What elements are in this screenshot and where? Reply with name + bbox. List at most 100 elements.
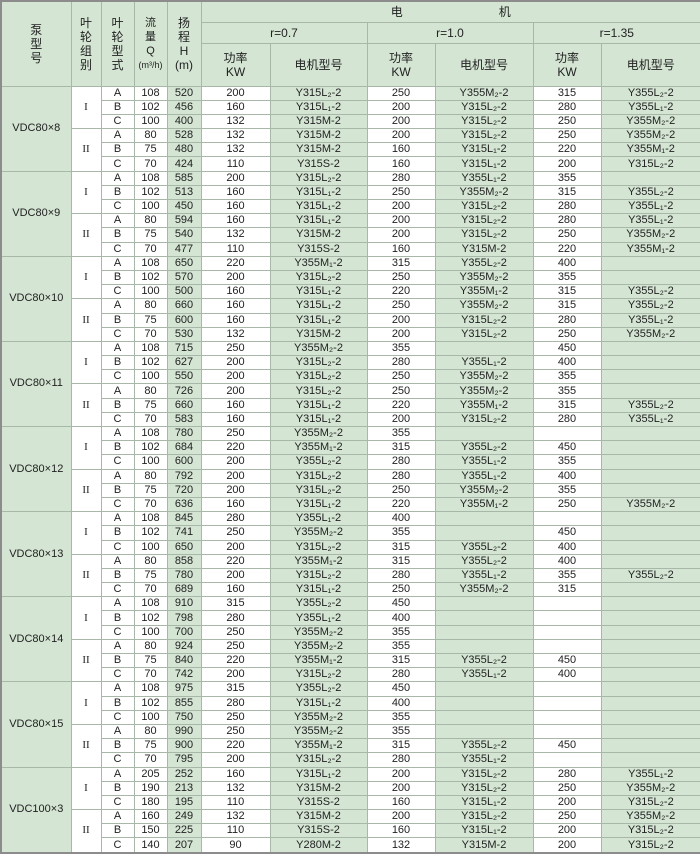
motor-r135: Y355L₂-2 bbox=[600, 567, 700, 584]
flow: 80 bbox=[133, 638, 168, 655]
header-unit: (m³/h) bbox=[138, 59, 163, 70]
power-r10: 200 bbox=[366, 766, 436, 782]
motor-r135 bbox=[600, 610, 700, 626]
head: 780 bbox=[166, 425, 202, 442]
head: 924 bbox=[166, 638, 202, 655]
motor-r10: Y355M₂-2 bbox=[434, 369, 534, 385]
header-motor-model: 电机型号 bbox=[434, 42, 534, 87]
motor-r135: Y355L₂-2 bbox=[600, 397, 700, 413]
power-r10: 160 bbox=[366, 142, 436, 158]
motor-r07: Y315L₁-2 bbox=[269, 312, 368, 328]
flow: 160 bbox=[133, 809, 168, 825]
motor-r07: Y315L₂-2 bbox=[269, 667, 368, 683]
pump-model: VDC80×11 bbox=[0, 340, 72, 428]
table-row: C 100 400 132 Y315M-2 200 Y315L₂-2 250 Y355M₂-2 bbox=[1, 113, 700, 130]
head: 795 bbox=[166, 752, 202, 768]
power-r07: 110 bbox=[200, 823, 271, 839]
power-r07: 200 bbox=[200, 369, 271, 385]
table-row: C 70 424 110 Y315S-2 160 Y315L₁-2 200 Y315L₂-2 bbox=[1, 156, 700, 172]
power-r10: 250 bbox=[366, 298, 436, 314]
flow: 108 bbox=[133, 255, 168, 271]
impeller-type: B bbox=[100, 567, 135, 584]
impeller-group: II bbox=[70, 468, 102, 513]
impeller-type: C bbox=[100, 624, 135, 640]
flow: 102 bbox=[133, 355, 168, 371]
motor-r135 bbox=[600, 468, 700, 484]
table-row: C 70 689 160 Y315L₁-2 250 Y355M₂-2 315 bbox=[1, 582, 700, 598]
motor-r10: Y355M₂-2 bbox=[434, 184, 534, 201]
motor-r10: Y355L₁-2 bbox=[434, 355, 534, 371]
motor-r07: Y315M-2 bbox=[269, 227, 368, 243]
power-r10: 315 bbox=[366, 553, 436, 569]
power-r135: 355 bbox=[532, 454, 602, 470]
power-r135: 280 bbox=[532, 198, 602, 215]
power-r07: 200 bbox=[200, 539, 271, 555]
head: 650 bbox=[166, 255, 202, 271]
power-r07: 110 bbox=[200, 241, 271, 257]
head: 840 bbox=[166, 652, 202, 669]
table-row: C 70 742 200 Y315L₂-2 280 Y355L₁-2 400 bbox=[1, 667, 700, 683]
power-r135: 315 bbox=[532, 582, 602, 598]
head: 720 bbox=[166, 482, 202, 498]
table-row: II A 80 858 220 Y355M₁-2 315 Y355L₂-2 400 bbox=[1, 553, 700, 598]
motor-r07: Y315M-2 bbox=[269, 780, 368, 796]
head: 910 bbox=[166, 596, 202, 612]
flow: 80 bbox=[133, 298, 168, 314]
power-r135: 220 bbox=[532, 241, 602, 257]
table-row: C 100 750 250 Y355M₂-2 355 bbox=[1, 709, 700, 725]
motor-r135 bbox=[600, 525, 700, 541]
motor-r07: Y315L₂-2 bbox=[269, 170, 368, 186]
motor-r10: Y355L₂-2 bbox=[434, 440, 534, 456]
table-row: C 100 450 160 Y315L₁-2 200 Y315L₂-2 280 Y355L₁-2 bbox=[1, 198, 700, 215]
head: 700 bbox=[166, 624, 202, 640]
impeller-type: A bbox=[100, 170, 135, 186]
table-row: B 75 840 220 Y355M₁-2 315 Y355L₂-2 450 bbox=[1, 652, 700, 669]
table-row: C 70 477 110 Y315S-2 160 Y315M-2 220 Y355M₁-2 bbox=[1, 241, 700, 257]
motor-r135 bbox=[600, 681, 700, 697]
power-r07: 160 bbox=[200, 496, 271, 513]
power-r10: 315 bbox=[366, 652, 436, 669]
head: 792 bbox=[166, 468, 202, 484]
head: 477 bbox=[166, 241, 202, 257]
power-r10: 355 bbox=[366, 723, 436, 740]
motor-r135 bbox=[600, 255, 700, 271]
flow: 102 bbox=[133, 184, 168, 201]
motor-r07: Y315L₂-2 bbox=[269, 482, 368, 498]
motor-r10: Y355M₂-2 bbox=[434, 383, 534, 399]
power-r10: 200 bbox=[366, 113, 436, 130]
head: 249 bbox=[166, 809, 202, 825]
impeller-type: B bbox=[100, 610, 135, 626]
motor-r07: Y315M-2 bbox=[269, 326, 368, 342]
motor-r07: Y315L₁-2 bbox=[269, 184, 368, 201]
power-r07: 160 bbox=[200, 213, 271, 229]
power-r10: 200 bbox=[366, 326, 436, 342]
motor-r135: Y355L₂-2 bbox=[600, 85, 700, 101]
motor-r07: Y315L₂-2 bbox=[269, 269, 368, 286]
motor-r10: Y315L₁-2 bbox=[434, 142, 534, 158]
impeller-type: A bbox=[100, 383, 135, 399]
impeller-type: C bbox=[100, 454, 135, 470]
flow: 70 bbox=[133, 241, 168, 257]
motor-r135: Y355M₁-2 bbox=[600, 241, 700, 257]
impeller-type: B bbox=[100, 738, 135, 754]
motor-r135 bbox=[600, 553, 700, 569]
impeller-type: C bbox=[100, 411, 135, 428]
motor-r07: Y315S-2 bbox=[269, 823, 368, 839]
power-r135: 355 bbox=[532, 269, 602, 286]
power-r135: 450 bbox=[532, 340, 602, 357]
flow: 70 bbox=[133, 411, 168, 428]
motor-r135: Y355L₁-2 bbox=[600, 99, 700, 115]
flow: 100 bbox=[133, 454, 168, 470]
power-r135 bbox=[532, 425, 602, 442]
impeller-type: B bbox=[100, 312, 135, 328]
motor-r07: Y355M₂-2 bbox=[269, 525, 368, 541]
power-r135: 250 bbox=[532, 113, 602, 130]
table-row: C 140 207 90 Y280M-2 132 Y315M-2 200 Y315L₂-2 bbox=[1, 837, 700, 854]
power-r135: 450 bbox=[532, 440, 602, 456]
flow: 108 bbox=[133, 425, 168, 442]
flow: 102 bbox=[133, 610, 168, 626]
header-char: 叶 bbox=[79, 15, 92, 30]
motor-r07: Y315L₁-2 bbox=[269, 695, 368, 711]
flow: 102 bbox=[133, 695, 168, 711]
motor-r10: Y355L₁-2 bbox=[434, 667, 534, 683]
